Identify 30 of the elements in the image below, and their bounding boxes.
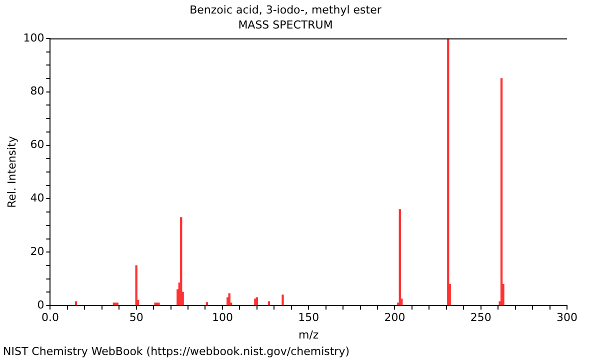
bar [180,217,182,306]
bar [500,78,503,306]
y-tick-label: 0 [37,298,44,312]
bar [116,302,118,306]
y-tick-label: 80 [30,84,44,98]
text: NIST Chemistry WebBook (https://webbook.nist.gov/chemistry) [3,345,350,358]
bar [206,302,208,306]
bar [226,297,229,306]
x-tick-label: 150 [298,311,320,324]
y-tick-label: 20 [30,245,44,258]
bar [135,265,138,306]
bar [447,38,450,306]
x-tick-label: 200 [384,311,406,324]
bar [254,298,256,306]
chart-title: Benzoic acid, 3-iodo-, methyl ester [190,3,382,16]
bar [256,297,258,306]
x-tick-label: 0.0 [41,311,59,324]
y-tick-label: 60 [30,138,44,152]
y-tick-label: 40 [30,192,44,205]
x-tick-label: 300 [556,311,578,324]
x-tick-label: 250 [470,311,492,324]
x-axis-title: m/z [298,328,319,342]
bar [398,209,401,306]
x-tick-label: 100 [212,311,233,324]
chart-subtitle: MASS SPECTRUM [238,18,333,32]
y-tick-label: 100 [23,31,44,44]
bar [228,293,230,306]
bar [282,294,284,306]
x-tick-label: 50 [129,311,144,324]
y-axis-title: Rel. Intensity [5,136,18,208]
